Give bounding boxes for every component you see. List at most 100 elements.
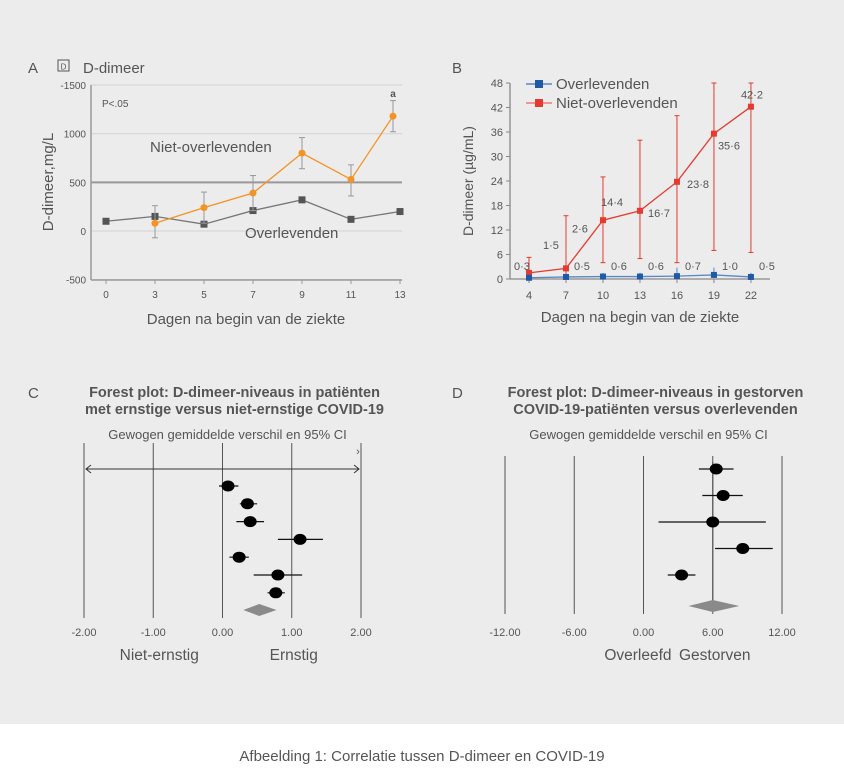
y-tick-label: 0: [497, 274, 503, 286]
point-niet-overlevenden: [151, 219, 159, 227]
x-tick-label: 22: [745, 290, 757, 302]
x-tick-label: 7: [563, 290, 569, 302]
study-estimate-marker: [293, 533, 307, 545]
point-niet-overlevenden: [249, 189, 257, 197]
data-label-overlevenden: 0·6: [611, 261, 627, 273]
point-overlevenden: [526, 274, 532, 281]
study-estimate-marker: [706, 516, 720, 528]
x-axis-label: Dagen na begin van de ziekte: [147, 311, 345, 328]
point-overlevenden: [562, 273, 569, 280]
point-overlevenden: [298, 196, 306, 204]
x-tick-label: 10: [597, 290, 609, 302]
y-tick-label: 6: [497, 250, 503, 262]
point-niet-overlevenden: [389, 112, 397, 120]
y-tick-label: 42: [491, 103, 503, 115]
forest-plot-title: COVID-19-patiënten versus overlevenden: [513, 402, 797, 418]
x-tick-label: 5: [201, 290, 207, 301]
point-overlevenden: [347, 215, 355, 223]
y-tick-label: 24: [491, 176, 503, 188]
pooled-estimate-diamond: [688, 600, 740, 612]
pooled-estimate-diamond: [243, 604, 277, 616]
panel-letter-b: B: [452, 60, 462, 77]
point-overlevenden: [747, 273, 754, 280]
right-direction-label: Gestorven: [679, 647, 751, 664]
series-label-niet-overlevenden: Niet-overlevenden: [150, 139, 272, 156]
forest-plot-title: Forest plot: D-dimeer-niveaus in patiënt…: [89, 385, 380, 401]
panel-letter-a: A: [28, 60, 38, 77]
x-tick-label: -6.00: [562, 627, 587, 639]
x-tick-label: 0: [103, 290, 109, 301]
right-direction-label: Ernstig: [270, 647, 318, 664]
data-label-overlevenden: 0·7: [685, 261, 701, 273]
data-label-niet-overlevenden: 42·2: [741, 90, 763, 102]
point-overlevenden: [200, 220, 208, 228]
point-niet-overlevenden: [298, 149, 306, 157]
x-tick-label: 13: [394, 290, 406, 301]
panel-letter-c: C: [28, 385, 39, 402]
point-overlevenden: [710, 271, 717, 278]
point-niet-overlevenden: [747, 103, 754, 110]
forest-plot-subtitle: Gewogen gemiddelde verschil en 95% CI: [108, 427, 346, 442]
point-overlevenden: [673, 273, 680, 280]
left-direction-label: Niet-ernstig: [120, 647, 199, 664]
study-estimate-marker: [243, 516, 257, 528]
forest-plot-title: met ernstige versus niet-ernstige COVID-…: [85, 402, 384, 418]
panel-letter-d: D: [452, 385, 463, 402]
y-tick-label: 1000: [64, 130, 87, 141]
arrow-right-icon: [353, 464, 360, 474]
point-overlevenden: [102, 217, 110, 225]
study-estimate-marker: [232, 551, 246, 563]
panel-a-title: D-dimeer: [83, 60, 145, 77]
data-label-niet-overlevenden: 16·7: [648, 208, 670, 220]
x-axis-label: Dagen na begin van de ziekte: [541, 309, 739, 326]
y-tick-label: 12: [491, 225, 503, 237]
point-overlevenden: [396, 208, 404, 216]
p-value-annotation: P<.05: [102, 99, 129, 110]
x-tick-label: 9: [299, 290, 305, 301]
y-tick-label: 48: [491, 78, 503, 90]
data-label-niet-overlevenden: 35·6: [718, 141, 740, 153]
point-niet-overlevenden: [200, 204, 208, 212]
data-label-overlevenden: 0·5: [759, 261, 775, 273]
study-estimate-marker: [269, 587, 283, 599]
legend-marker: [535, 80, 543, 88]
figure-caption: Afbeelding 1: Correlatie tussen D-dimeer…: [239, 748, 604, 765]
point-niet-overlevenden: [710, 130, 717, 137]
left-direction-label: Overleefd: [604, 647, 671, 664]
study-estimate-marker: [271, 569, 285, 581]
y-tick-label: 18: [491, 201, 503, 213]
x-tick-label: 7: [250, 290, 256, 301]
point-overlevenden: [599, 273, 606, 280]
y-tick-label: 500: [69, 178, 86, 189]
data-label-niet-overlevenden: 23·8: [687, 179, 709, 191]
data-label-overlevenden: 0·5: [574, 261, 590, 273]
y-tick-label: 36: [491, 127, 503, 139]
point-niet-overlevenden: [599, 217, 606, 224]
legend-label: Niet-overlevenden: [556, 95, 678, 112]
series-line-niet-overlevenden: [154, 115, 394, 224]
data-label-niet-overlevenden: 2·6: [572, 223, 588, 235]
x-tick-label: 4: [526, 290, 532, 302]
x-tick-label: -12.00: [489, 627, 520, 639]
data-label-niet-overlevenden: 1·5: [543, 240, 559, 252]
point-niet-overlevenden: [673, 178, 680, 185]
arrow-left-icon: [85, 464, 92, 474]
x-tick-label: 13: [634, 290, 646, 302]
y-tick-label: -500: [66, 276, 86, 287]
point-overlevenden: [636, 273, 643, 280]
x-tick-label: 11: [346, 290, 357, 301]
point-niet-overlevenden: [526, 269, 532, 276]
study-estimate-marker: [716, 490, 730, 501]
study-estimate-marker: [240, 498, 254, 510]
y-axis-label: D-dimeer (µg/mL): [460, 126, 476, 236]
y-tick-label: -1500: [60, 81, 86, 92]
data-label-overlevenden: 0·6: [648, 261, 664, 273]
legend-label: Overlevenden: [556, 76, 649, 93]
d-box-letter: D: [61, 63, 67, 72]
legend-marker: [535, 99, 543, 107]
data-label-niet-overlevenden: 14·4: [601, 197, 623, 209]
point-niet-overlevenden: [636, 207, 643, 214]
point-niet-overlevenden: [347, 175, 355, 183]
x-tick-label: 1.00: [281, 627, 302, 639]
